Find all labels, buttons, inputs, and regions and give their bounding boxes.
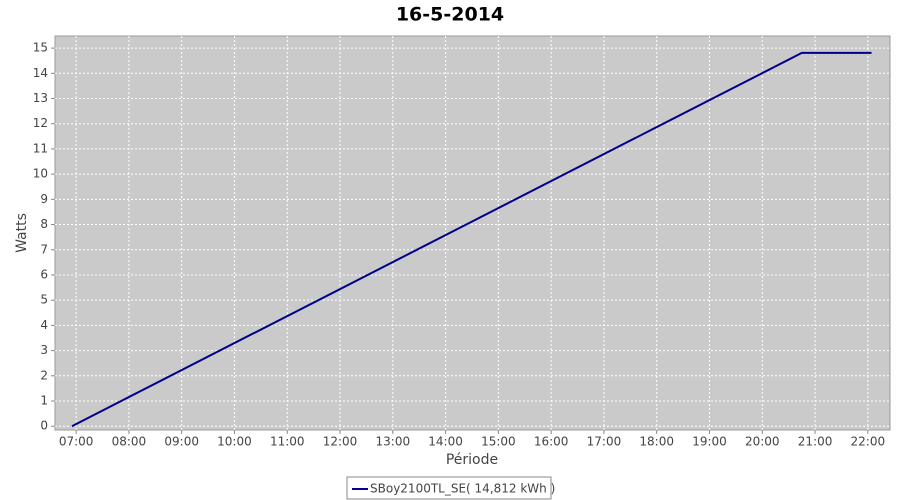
x-tick-label: 17:00	[587, 435, 622, 449]
x-tick-label: 09:00	[164, 435, 199, 449]
legend-label: SBoy2100TL_SE( 14,812 kWh )	[370, 482, 555, 496]
y-tick-label: 15	[33, 41, 48, 55]
x-tick-label: 15:00	[481, 435, 516, 449]
x-tick-label: 22:00	[851, 435, 886, 449]
y-tick-label: 4	[40, 318, 48, 332]
x-tick-label: 18:00	[639, 435, 674, 449]
y-tick-label: 9	[40, 192, 48, 206]
y-tick-label: 7	[40, 242, 48, 256]
x-tick-label: 08:00	[112, 435, 147, 449]
legend: SBoy2100TL_SE( 14,812 kWh )	[346, 476, 555, 500]
y-tick-label: 10	[33, 167, 48, 181]
x-axis-label: Période	[446, 452, 498, 468]
series-line	[71, 51, 872, 428]
y-tick-label: 3	[40, 343, 48, 357]
x-tick-label: 21:00	[798, 435, 833, 449]
x-tick-label: 16:00	[534, 435, 569, 449]
x-tick-label: 19:00	[692, 435, 727, 449]
x-tick-label: 10:00	[217, 435, 252, 449]
y-axis-label: Watts	[14, 213, 30, 253]
x-tick-label: 07:00	[59, 435, 94, 449]
chart-title: 16-5-2014	[396, 4, 504, 26]
y-tick-label: 0	[40, 419, 48, 433]
x-tick-label: 20:00	[745, 435, 780, 449]
y-tick-label: 14	[33, 66, 48, 80]
x-tick-label: 14:00	[428, 435, 463, 449]
y-tick-label: 6	[40, 267, 48, 281]
x-tick-label: 13:00	[376, 435, 411, 449]
y-tick-label: 12	[33, 116, 48, 130]
y-tick-label: 11	[33, 141, 48, 155]
y-tick-label: 1	[40, 394, 48, 408]
legend-box	[346, 476, 552, 500]
x-tick-label: 11:00	[270, 435, 305, 449]
y-tick-label: 13	[33, 91, 48, 105]
x-tick-label: 12:00	[323, 435, 358, 449]
y-tick-label: 2	[40, 368, 48, 382]
y-tick-label: 5	[40, 293, 48, 307]
y-tick-label: 8	[40, 217, 48, 231]
